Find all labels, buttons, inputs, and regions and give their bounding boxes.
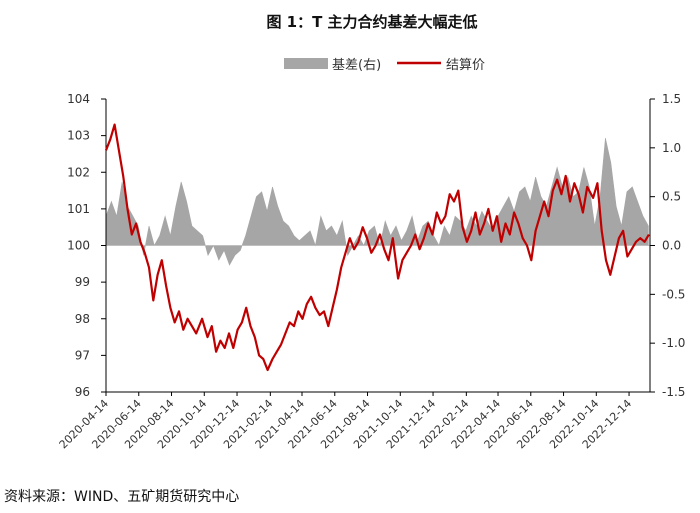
right-tick-label: 0.0 xyxy=(662,239,681,253)
plot-area: 96 97 98 99 100 101 102 103 104 -1.5 -1.0 -0.5 0.0 0.… xyxy=(57,92,686,451)
right-tick-label: -0.5 xyxy=(662,287,685,301)
left-tick-label: 97 xyxy=(75,348,90,362)
left-tick-label: 100 xyxy=(67,239,90,253)
left-tick-label: 101 xyxy=(67,202,90,216)
legend-label-basis: 基差(右) xyxy=(332,58,381,73)
right-tick-label: 0.5 xyxy=(662,190,681,204)
price-line xyxy=(104,123,650,372)
left-tick-label: 104 xyxy=(67,92,90,106)
left-tick-label: 96 xyxy=(75,385,90,399)
legend-label-price: 结算价 xyxy=(446,58,485,73)
source-note: 资料来源：WIND、五矿期货研究中心 xyxy=(4,489,240,505)
left-tick-label: 98 xyxy=(75,312,90,326)
left-tick-label: 102 xyxy=(67,165,90,179)
right-tick-label: -1.5 xyxy=(662,385,685,399)
legend: 基差(右) 结算价 xyxy=(284,58,485,73)
left-tick-label: 99 xyxy=(75,275,90,289)
right-tick-label: 1.0 xyxy=(662,141,681,155)
chart-title: 图 1：T 主力合约基差大幅走低 xyxy=(266,13,477,31)
right-tick-label: 1.5 xyxy=(662,92,681,106)
legend-swatch-basis xyxy=(284,58,328,69)
left-tick-label: 103 xyxy=(67,129,90,143)
right-tick-label: -1.0 xyxy=(662,336,685,350)
